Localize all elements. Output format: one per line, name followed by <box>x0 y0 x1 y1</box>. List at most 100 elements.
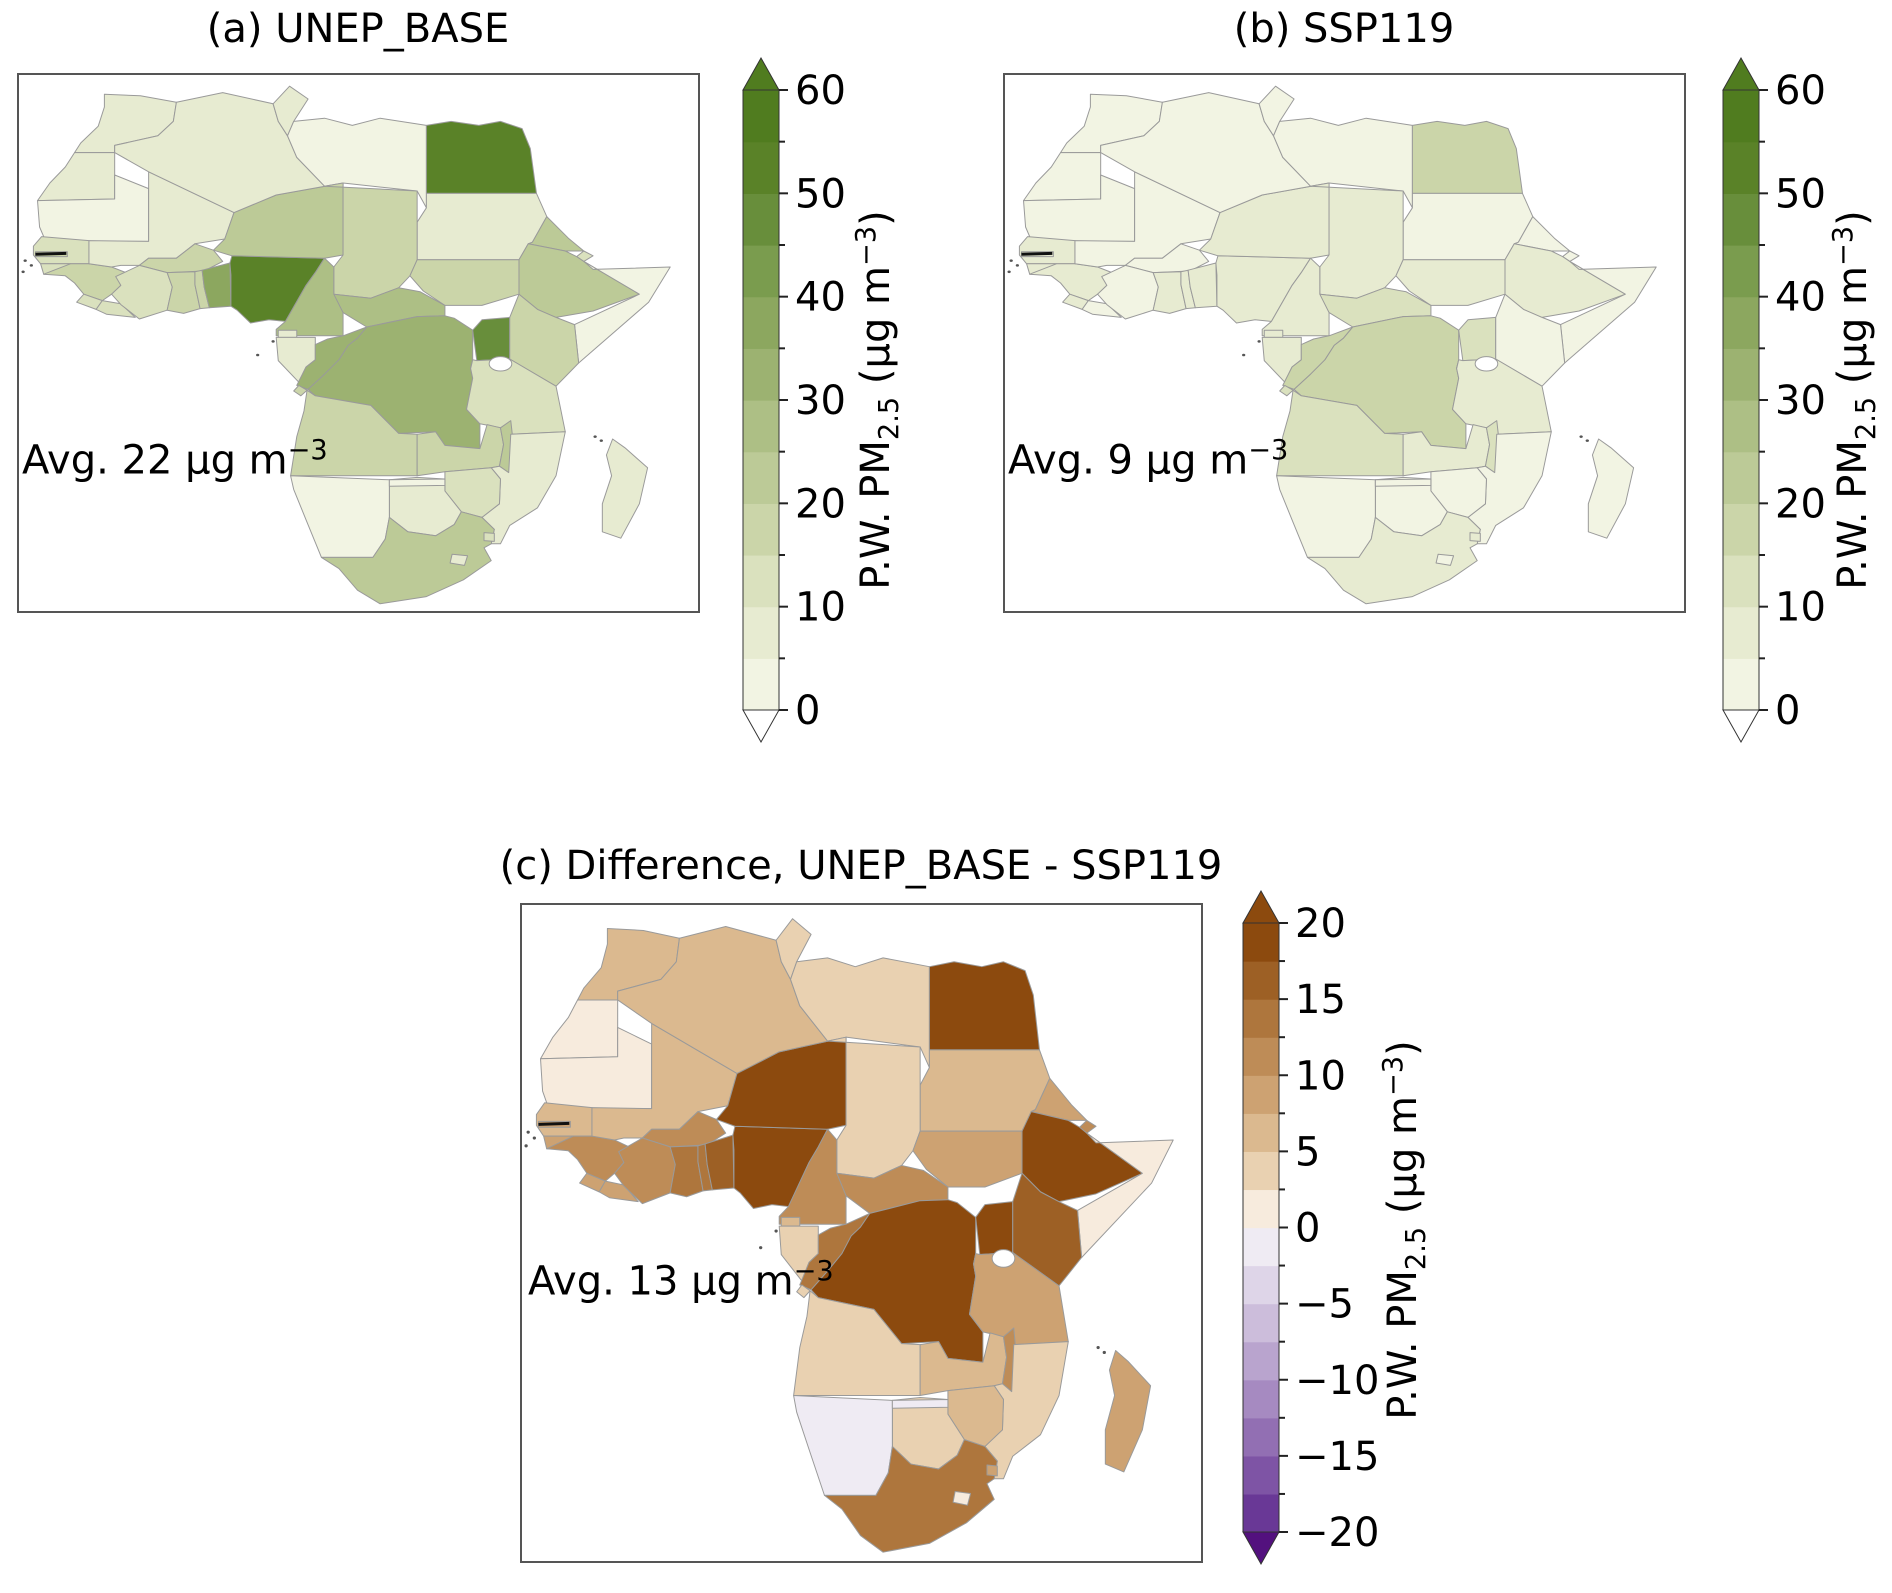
gambia-river-line <box>35 253 66 254</box>
colorbar-segment <box>1723 296 1759 349</box>
colorbar-under-arrow <box>1242 1531 1280 1566</box>
colorbar-segment <box>1243 1417 1279 1457</box>
country-cabinda <box>797 1285 810 1298</box>
country-eswatini <box>484 533 494 542</box>
colorbar-segment <box>1243 1341 1279 1381</box>
gambia-river-line <box>538 1123 569 1124</box>
colorbar-tick-label: 30 <box>795 378 846 424</box>
island-speck-4 <box>1585 439 1589 442</box>
island-speck-6 <box>1242 353 1246 357</box>
cb-label-sup-b: −3 <box>1827 225 1859 266</box>
lake-victoria <box>992 1250 1015 1268</box>
cb-label-pre-b: P.W. PM <box>1830 440 1877 590</box>
country-eswatini <box>987 1465 997 1476</box>
cb-label-sub-b: 2.5 <box>1851 396 1883 441</box>
colorbar-a: 0 10 20 30 40 50 60 <box>742 56 846 744</box>
colorbar-segment <box>743 245 779 298</box>
country-cote-divoire <box>112 265 173 319</box>
country-senegal <box>536 1103 592 1136</box>
colorbar-tick-label: 15 <box>1295 977 1346 1023</box>
country-south-sudan <box>913 1131 1022 1187</box>
cb-label-pre-c: P.W. PM <box>1380 1270 1427 1420</box>
colorbar-segment <box>1723 400 1759 453</box>
cb-label-sub-a: 2.5 <box>874 396 906 441</box>
country-south-sudan <box>1396 260 1505 306</box>
country-benin <box>202 263 231 308</box>
colorbar-under-arrow <box>1722 709 1760 744</box>
colorbar-c-axis-label: P.W. PM2.5 (µg m−3) <box>1378 1040 1432 1419</box>
africa-map-a <box>19 75 698 611</box>
africa-map-c <box>522 905 1201 1561</box>
colorbar-segment <box>1243 1303 1279 1343</box>
island-speck-1 <box>532 1136 536 1140</box>
country-lesotho <box>1436 554 1453 565</box>
country-south-africa <box>321 512 494 604</box>
panel-a-map-frame <box>17 73 700 613</box>
country-lesotho <box>450 554 467 565</box>
island-speck-2 <box>524 1144 528 1148</box>
country-uganda <box>1459 317 1496 360</box>
colorbar-segment <box>1243 1075 1279 1114</box>
island-speck-0 <box>23 259 27 262</box>
island-speck-3 <box>1096 1345 1100 1350</box>
colorbar-tick-label: −20 <box>1295 1510 1379 1556</box>
island-speck-0 <box>526 1130 530 1134</box>
gambia-river-line <box>1021 253 1052 254</box>
country-uganda <box>976 1202 1013 1255</box>
avg-exponent-c: −3 <box>793 1256 834 1287</box>
country-equatorial-guinea <box>278 330 297 337</box>
colorbar-segment <box>1723 193 1759 246</box>
colorbar-tick-label: 60 <box>1775 68 1826 114</box>
avg-text-b: Avg. 9 µg m <box>1008 437 1249 484</box>
colorbar-tick-label: 20 <box>1775 481 1826 527</box>
country-equatorial-guinea <box>1264 330 1283 337</box>
colorbar-tick-label: −5 <box>1295 1282 1354 1328</box>
island-speck-5 <box>774 1229 778 1233</box>
country-cameroon <box>276 258 343 336</box>
country-caprivi <box>892 1399 948 1408</box>
cb-label-mid-c: (µg m <box>1380 1095 1427 1227</box>
colorbar-segment <box>1243 1379 1279 1419</box>
colorbar-segment <box>743 400 779 453</box>
island-speck-3 <box>593 435 597 438</box>
colorbar-segment <box>1243 1227 1279 1267</box>
colorbar-segment <box>1723 245 1759 298</box>
country-egypt <box>929 962 1039 1050</box>
colorbar-segment <box>1723 503 1759 556</box>
colorbar-segment <box>743 193 779 246</box>
cb-label-post-b: ) <box>1830 210 1877 226</box>
colorbar-segment <box>1723 141 1759 194</box>
colorbar-segment <box>743 555 779 608</box>
colorbar-segment <box>743 141 779 194</box>
africa-map-b <box>1005 75 1684 611</box>
country-somalia <box>1561 261 1657 363</box>
colorbar-segment <box>743 348 779 401</box>
colorbar-b-axis-label: P.W. PM2.5 (µg m−3) <box>1828 210 1882 589</box>
cb-label-mid-b: (µg m <box>1830 265 1877 397</box>
panel-b-title: (b) SSP119 <box>1233 6 1455 52</box>
lake-victoria <box>1475 357 1498 371</box>
colorbar-tick-label: 60 <box>795 68 846 114</box>
colorbar-over-arrow <box>1242 889 1280 924</box>
country-egypt <box>1412 121 1522 193</box>
country-tanzania <box>970 1253 1069 1345</box>
country-egypt <box>426 121 536 193</box>
colorbar-tick-label: 0 <box>795 688 820 734</box>
colorbar-segment <box>743 451 779 504</box>
colorbar-segment <box>1723 606 1759 659</box>
island-speck-4 <box>599 439 603 442</box>
colorbar-segment <box>743 90 779 143</box>
country-eswatini <box>1470 533 1480 542</box>
colorbar-over-arrow <box>1722 56 1760 91</box>
island-speck-1 <box>29 264 33 267</box>
avg-text-c: Avg. 13 µg m <box>528 1258 794 1305</box>
country-south-africa <box>1307 512 1480 604</box>
country-somalia <box>1078 1133 1174 1257</box>
country-senegal <box>1019 237 1075 264</box>
colorbar-segment <box>1243 1265 1279 1305</box>
island-speck-2 <box>21 270 25 274</box>
cb-label-sup-a: −3 <box>850 225 882 266</box>
panel-c-title: (c) Difference, UNEP_BASE - SSP119 <box>499 843 1223 889</box>
colorbar-segment <box>1723 555 1759 608</box>
colorbar-tick-label: 40 <box>1775 275 1826 321</box>
